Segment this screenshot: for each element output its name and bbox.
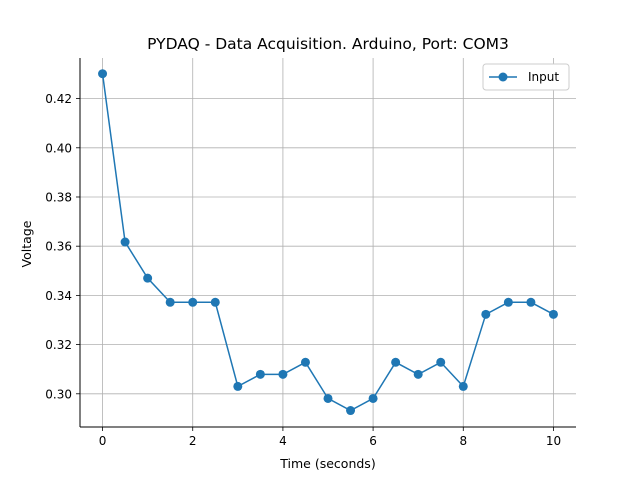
data-point — [233, 381, 243, 391]
x-tick-label: 8 — [459, 434, 467, 448]
x-axis-label: Time (seconds) — [279, 456, 375, 471]
data-point — [323, 393, 333, 403]
legend-label: Input — [528, 70, 559, 84]
data-point — [143, 273, 153, 283]
data-point — [346, 406, 356, 416]
legend: Input — [482, 63, 570, 91]
chart-title: PYDAQ - Data Acquisition. Arduino, Port:… — [147, 35, 509, 53]
y-tick-label: 0.30 — [45, 387, 72, 401]
y-ticks: 0.30 0.32 0.34 0.36 0.38 0.40 0.42 — [45, 92, 80, 401]
data-point — [368, 393, 378, 403]
data-point — [391, 357, 401, 367]
y-tick-label: 0.32 — [45, 338, 72, 352]
y-tick-label: 0.34 — [45, 289, 72, 303]
legend-marker — [498, 72, 508, 82]
y-tick-label: 0.40 — [45, 141, 72, 155]
data-point — [188, 297, 198, 307]
y-tick-label: 0.42 — [45, 92, 72, 106]
data-point — [120, 237, 130, 247]
data-point — [503, 297, 513, 307]
data-point — [526, 297, 536, 307]
x-tick-label: 6 — [369, 434, 377, 448]
data-point — [413, 369, 423, 379]
x-tick-label: 4 — [279, 434, 287, 448]
data-point — [165, 297, 175, 307]
y-tick-label: 0.36 — [45, 240, 72, 254]
data-point — [458, 381, 468, 391]
axes — [79, 58, 576, 428]
x-tick-label: 10 — [546, 434, 561, 448]
x-tick-label: 0 — [99, 434, 107, 448]
data-point — [548, 309, 558, 319]
series — [98, 69, 558, 416]
x-ticks: 0 2 4 6 8 10 — [99, 427, 561, 448]
legend-box — [482, 63, 570, 91]
grid — [80, 58, 576, 427]
x-tick-label: 2 — [189, 434, 197, 448]
y-tick-label: 0.38 — [45, 190, 72, 204]
data-point — [210, 297, 220, 307]
data-point — [98, 69, 108, 79]
data-point — [300, 357, 310, 367]
data-point — [278, 369, 288, 379]
data-point — [436, 357, 446, 367]
y-axis-label: Voltage — [19, 220, 34, 267]
data-point — [255, 369, 265, 379]
data-point — [481, 309, 491, 319]
